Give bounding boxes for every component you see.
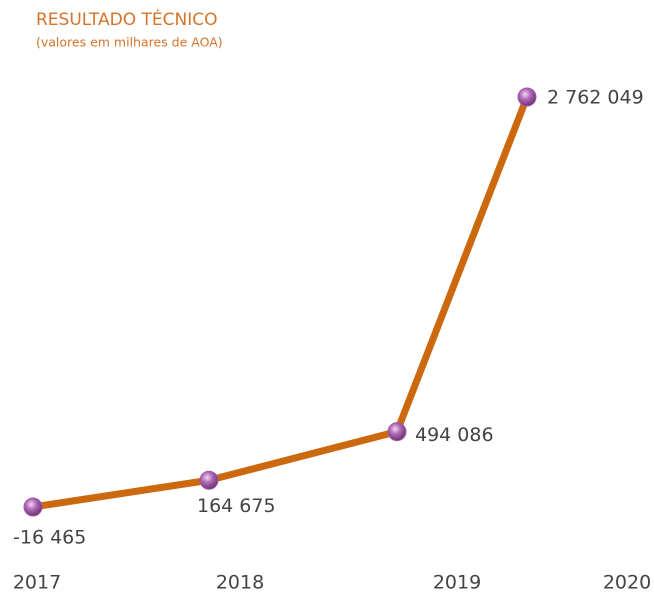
marker bbox=[23, 497, 43, 517]
data-label: 2 762 049 bbox=[547, 87, 644, 109]
line bbox=[32, 95, 531, 511]
data-label: 164 675 bbox=[197, 495, 276, 517]
data-label: 494 086 bbox=[415, 424, 494, 446]
marker bbox=[199, 470, 219, 490]
marker bbox=[517, 87, 537, 107]
x-tick-label: 2017 bbox=[13, 572, 61, 594]
chart-title: RESULTADO TÉCNICO bbox=[36, 8, 217, 30]
data-label: -16 465 bbox=[13, 527, 86, 549]
chart-subtitle: (valores em milhares de AOA) bbox=[36, 35, 223, 50]
marker bbox=[387, 422, 407, 442]
x-tick-label: 2019 bbox=[433, 572, 481, 594]
x-tick-label: 2020 bbox=[603, 572, 651, 594]
x-tick-label: 2018 bbox=[216, 572, 264, 594]
